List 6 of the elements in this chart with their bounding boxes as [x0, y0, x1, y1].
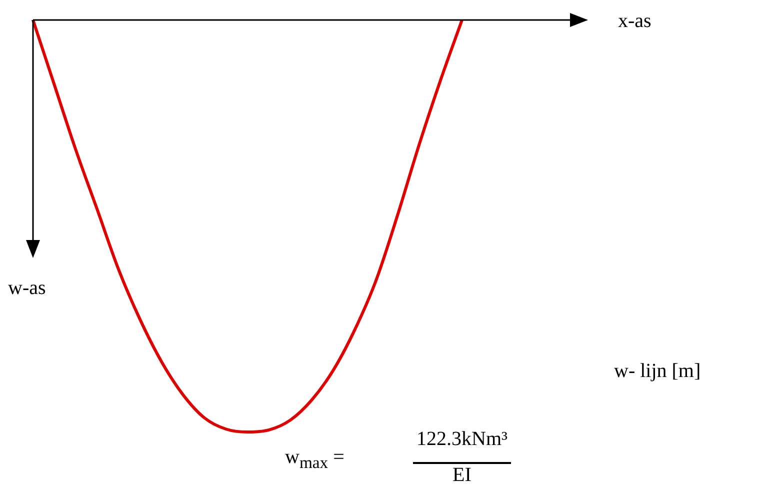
text: EI: [452, 464, 472, 487]
annotation: 122.3kNm³: [416, 428, 508, 451]
text: w$_{max}$ =: [285, 446, 344, 473]
y-axis-title: w-as: [8, 277, 46, 300]
text: x-as: [618, 10, 652, 33]
text: w- lijn [m]: [614, 360, 701, 383]
